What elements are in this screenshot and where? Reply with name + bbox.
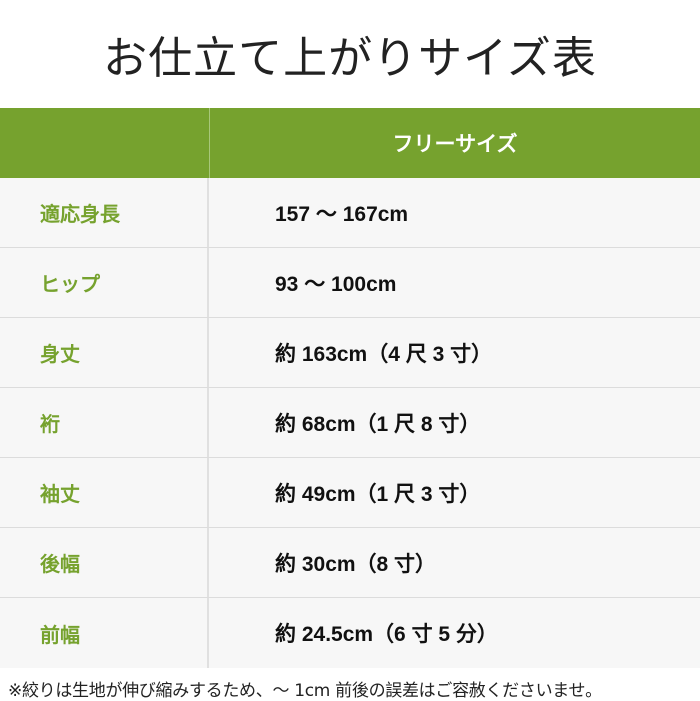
row-label: 後幅 bbox=[0, 528, 209, 597]
row-label: 袖丈 bbox=[0, 458, 209, 527]
footnote: ※絞りは生地が伸び縮みするため、～ 1cm 前後の誤差はご容赦くださいませ。 bbox=[8, 681, 602, 701]
row-label: 適応身長 bbox=[0, 178, 209, 247]
table-header: フリーサイズ bbox=[0, 108, 700, 178]
row-label: 裄 bbox=[0, 388, 209, 457]
size-table: フリーサイズ 適応身長 157 ～ 167cm ヒップ 93 ～ 100cm 身… bbox=[0, 108, 700, 668]
row-value: 約 24.5cm（6 寸 5 分） bbox=[275, 623, 498, 646]
table-row: ヒップ 93 ～ 100cm bbox=[0, 248, 700, 318]
table-row: 後幅 約 30cm（8 寸） bbox=[0, 528, 700, 598]
row-value: 157 ～ 167cm bbox=[275, 202, 409, 226]
table-row: 裄 約 68cm（1 尺 8 寸） bbox=[0, 388, 700, 458]
page-title: お仕立て上がりサイズ表 bbox=[103, 33, 597, 84]
row-value: 93 ～ 100cm bbox=[275, 272, 397, 296]
row-value: 約 163cm（4 尺 3 寸） bbox=[275, 342, 493, 366]
row-label: 身丈 bbox=[0, 318, 209, 387]
table-row: 前幅 約 24.5cm（6 寸 5 分） bbox=[0, 598, 700, 668]
header-empty-cell bbox=[0, 108, 210, 178]
table-row: 適応身長 157 ～ 167cm bbox=[0, 178, 700, 248]
header-free-size: フリーサイズ bbox=[392, 132, 518, 156]
row-value: 約 30cm（8 寸） bbox=[275, 552, 437, 576]
table-row: 身丈 約 163cm（4 尺 3 寸） bbox=[0, 318, 700, 388]
row-label: ヒップ bbox=[0, 248, 209, 317]
row-label: 前幅 bbox=[0, 598, 209, 668]
table-row: 袖丈 約 49cm（1 尺 3 寸） bbox=[0, 458, 700, 528]
row-value: 約 68cm（1 尺 8 寸） bbox=[275, 412, 481, 436]
row-value: 約 49cm（1 尺 3 寸） bbox=[275, 482, 481, 506]
